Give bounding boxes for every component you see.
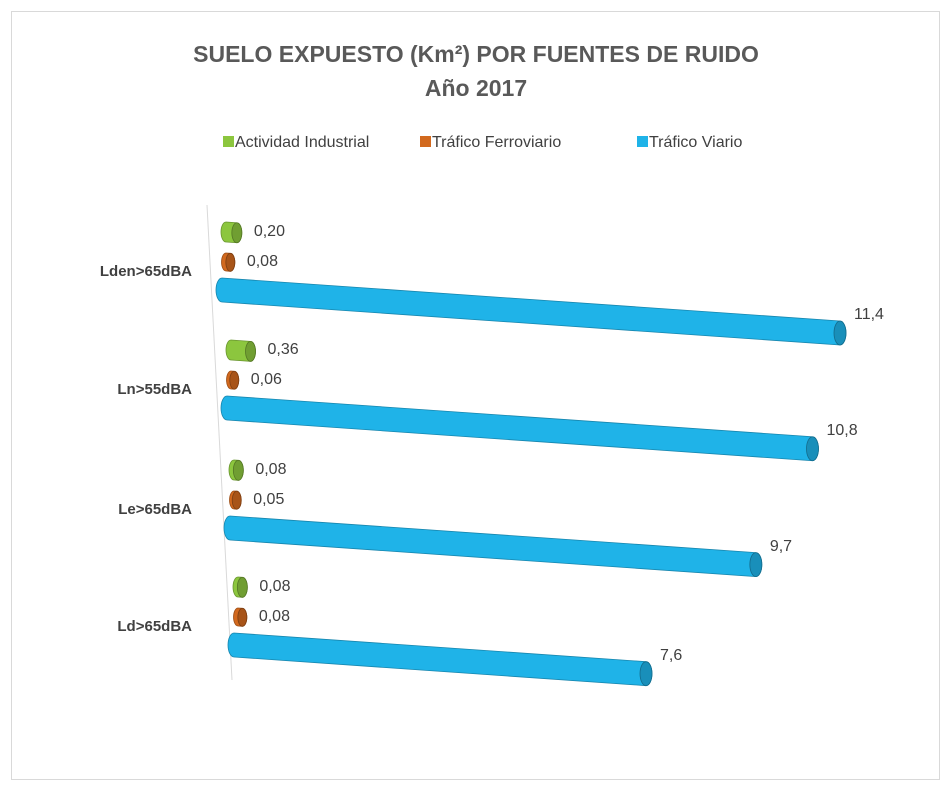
cylinder-bar [225, 339, 256, 362]
cylinder-bar [226, 370, 240, 390]
data-label: 0,36 [268, 341, 299, 358]
data-label: 9,7 [770, 538, 792, 555]
cylinder-bar [232, 576, 248, 598]
legend-label: Actividad Industrial [235, 134, 369, 151]
bar-cap [236, 576, 248, 598]
bar-cap [245, 340, 256, 362]
category-label: Lden>65dBA [100, 263, 192, 280]
legend-label: Tráfico Ferroviario [432, 134, 561, 151]
data-label: 0,06 [251, 371, 282, 388]
bar-cap [806, 436, 819, 462]
bar-cap [229, 370, 240, 390]
legend-swatch [223, 136, 234, 147]
bar-cap [231, 490, 242, 510]
cylinder-bar [229, 490, 242, 510]
bar-cap [639, 661, 653, 687]
data-label: 0,05 [253, 491, 284, 508]
category-label: Le>65dBA [118, 501, 192, 518]
bar-cap [833, 320, 847, 346]
data-label: 0,08 [259, 578, 290, 595]
bar-cap [231, 222, 243, 244]
category-label: Ln>55dBA [117, 381, 192, 398]
bar-cap [225, 252, 236, 272]
cylinder-bar [215, 277, 847, 346]
data-label: 7,6 [660, 647, 682, 664]
cylinder-bar [220, 395, 819, 462]
chart-subtitle: Año 2017 [425, 75, 527, 101]
category-label: Ld>65dBA [117, 618, 192, 635]
data-label: 0,08 [247, 253, 278, 270]
data-label: 10,8 [826, 422, 857, 439]
cylinder-bar [227, 632, 653, 687]
bar-cap [237, 607, 248, 627]
category-axis [206, 204, 233, 681]
legend-label: Tráfico Viario [649, 134, 742, 151]
cylinder-bar [228, 459, 244, 481]
data-label: 0,20 [254, 223, 285, 240]
data-label: 11,4 [854, 306, 884, 323]
data-label: 0,08 [259, 608, 290, 625]
cylinder-bar [223, 515, 763, 577]
cylinder-bar [220, 221, 243, 244]
legend-swatch [637, 136, 648, 147]
bar-cap [749, 552, 763, 577]
bar-cap [232, 459, 244, 481]
legend-swatch [420, 136, 431, 147]
cylinder-bar [221, 252, 236, 272]
chart-title: SUELO EXPUESTO (Km²) POR FUENTES DE RUID… [193, 41, 759, 67]
cylinder-bar [233, 607, 248, 627]
data-label: 0,08 [255, 461, 286, 478]
